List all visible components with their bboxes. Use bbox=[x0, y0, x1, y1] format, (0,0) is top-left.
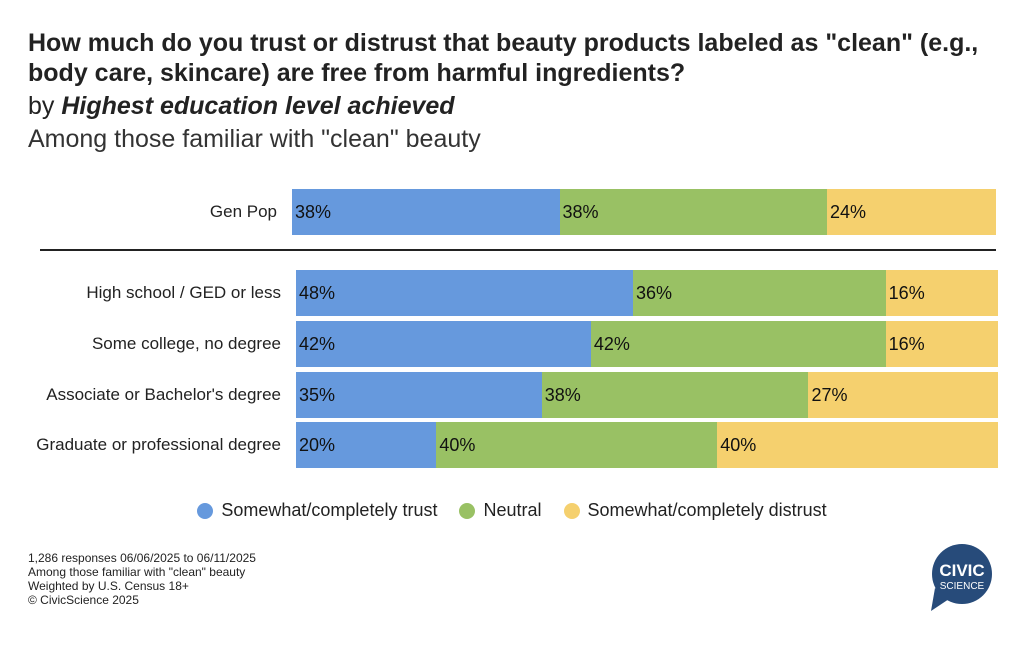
bar-segment-distrust: 16% bbox=[885, 321, 998, 367]
bar-row: 48% 36% 16% bbox=[296, 270, 998, 316]
bar-row: 42% 42% 16% bbox=[296, 321, 998, 367]
legend-label: Somewhat/completely trust bbox=[221, 500, 438, 520]
category-label: High school / GED or less bbox=[86, 283, 281, 302]
by-label: Highest education level achieved bbox=[61, 92, 455, 120]
bar-segment-trust: 35% bbox=[296, 372, 542, 418]
bar-segment-distrust: 16% bbox=[885, 270, 998, 316]
bar-row: 20% 40% 40% bbox=[296, 422, 998, 468]
chart-title: How much do you trust or distrust that b… bbox=[28, 29, 979, 87]
footer-copyright: © CivicScience 2025 bbox=[28, 593, 139, 607]
category-label: Graduate or professional degree bbox=[36, 435, 281, 454]
legend-dot-trust bbox=[197, 502, 214, 519]
legend-item-trust: Somewhat/completely trust bbox=[197, 500, 437, 521]
bar-segment-trust: 20% bbox=[296, 422, 437, 468]
bar-segment-trust: 48% bbox=[296, 270, 633, 316]
bar-row: 35% 38% 27% bbox=[296, 372, 998, 418]
svg-text:SCIENCE: SCIENCE bbox=[940, 581, 985, 592]
bar-segment-neutral: 38% bbox=[541, 372, 809, 418]
footer-notes: 1,286 responses 06/06/2025 to 06/11/2025… bbox=[28, 551, 256, 607]
bar-segment-neutral: 38% bbox=[559, 189, 828, 235]
legend-label: Neutral bbox=[483, 500, 542, 520]
svg-text:CIVIC: CIVIC bbox=[939, 561, 984, 580]
footer-responses: 1,286 responses 06/06/2025 to 06/11/2025 bbox=[28, 551, 256, 565]
legend-item-neutral: Neutral bbox=[459, 500, 542, 521]
legend-dot-neutral bbox=[459, 502, 476, 519]
category-label: Gen Pop bbox=[209, 202, 277, 221]
bar-segment-distrust: 40% bbox=[717, 422, 998, 468]
bar-segment-neutral: 36% bbox=[632, 270, 886, 316]
footer-population: Among those familiar with "clean" beauty bbox=[28, 565, 246, 579]
legend-item-distrust: Somewhat/completely distrust bbox=[563, 500, 827, 521]
bar-segment-trust: 42% bbox=[296, 321, 591, 367]
civicscience-logo: CIVIC SCIENCE bbox=[931, 544, 992, 611]
divider bbox=[40, 249, 996, 251]
bar-segment-distrust: 24% bbox=[827, 189, 996, 235]
by-prefix: by bbox=[28, 92, 62, 120]
chart-subtitle: Among those familiar with "clean" beauty bbox=[28, 125, 481, 153]
bar-segment-neutral: 42% bbox=[590, 321, 886, 367]
bar-segment-trust: 38% bbox=[292, 189, 560, 235]
legend-label: Somewhat/completely distrust bbox=[587, 500, 827, 520]
legend-dot-distrust bbox=[563, 502, 580, 519]
bar-row: 38% 38% 24% bbox=[292, 189, 996, 235]
bar-segment-distrust: 27% bbox=[808, 372, 998, 418]
category-label: Associate or Bachelor's degree bbox=[46, 385, 281, 404]
category-label: Some college, no degree bbox=[91, 334, 281, 353]
legend: Somewhat/completely trust Neutral Somewh… bbox=[0, 500, 1024, 521]
footer-weighting: Weighted by U.S. Census 18+ bbox=[28, 579, 189, 593]
chart-by-line: by Highest education level achieved bbox=[28, 91, 455, 121]
bar-segment-neutral: 40% bbox=[436, 422, 718, 468]
